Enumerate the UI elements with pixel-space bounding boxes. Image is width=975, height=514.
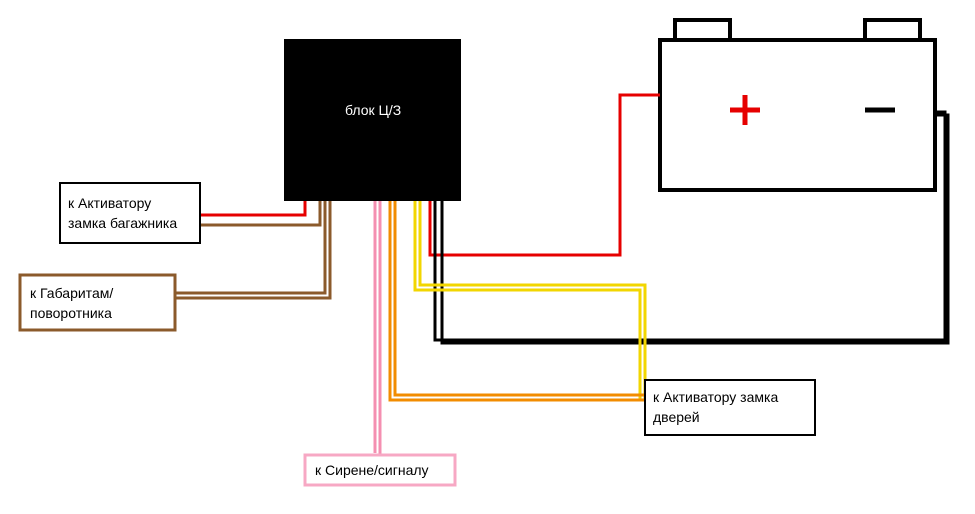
door-activator-label-2: дверей bbox=[653, 409, 700, 425]
battery bbox=[660, 20, 935, 190]
wire-red-to-trunk bbox=[200, 200, 305, 215]
parking-lights-box: к Габаритам/ поворотника bbox=[20, 275, 175, 330]
parking-lights-label-2: поворотника bbox=[30, 305, 112, 321]
trunk-activator-label-2: замка багажника bbox=[68, 215, 177, 231]
wire-orange-1 bbox=[390, 200, 645, 400]
control-unit-box: блок Ц/З bbox=[285, 40, 460, 200]
trunk-activator-label-1: к Активатору bbox=[68, 195, 151, 211]
battery-terminal-right bbox=[865, 20, 920, 40]
wiring-diagram: блок Ц/З к Активатору замка багажника к … bbox=[0, 0, 975, 514]
door-activator-box: к Активатору замка дверей bbox=[645, 380, 815, 435]
trunk-activator-box: к Активатору замка багажника bbox=[60, 183, 200, 243]
door-activator-label-1: к Активатору замка bbox=[653, 389, 778, 405]
battery-body bbox=[660, 40, 935, 190]
wire-yellow-1 bbox=[420, 200, 645, 400]
siren-box: к Сирене/сигналу bbox=[305, 455, 455, 485]
wire-orange-2 bbox=[395, 200, 645, 395]
siren-label: к Сирене/сигналу bbox=[315, 462, 429, 478]
parking-lights-label-1: к Габаритам/ bbox=[30, 285, 113, 301]
wire-brown-to-trunk bbox=[200, 200, 320, 225]
wire-yellow-2 bbox=[415, 200, 640, 400]
control-unit-label: блок Ц/З bbox=[345, 102, 401, 118]
battery-terminal-left bbox=[675, 20, 730, 40]
wire-red-power bbox=[430, 95, 660, 255]
